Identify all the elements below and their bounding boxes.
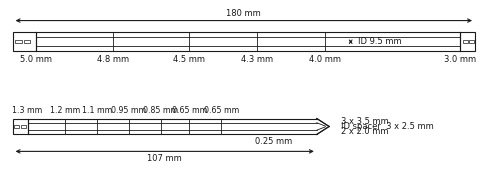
Text: 4.3 mm: 4.3 mm [240, 55, 273, 64]
Bar [468, 40, 474, 43]
Text: 0.95 mm: 0.95 mm [111, 106, 146, 115]
Polygon shape [317, 118, 329, 134]
Text: 2 x 2.0 mm: 2 x 2.0 mm [342, 127, 389, 136]
Text: 4.8 mm: 4.8 mm [96, 55, 128, 64]
Bar [462, 40, 468, 43]
Text: ID 9.5 mm: ID 9.5 mm [358, 37, 402, 46]
Text: 3 x 3.5 mm: 3 x 3.5 mm [342, 117, 389, 126]
Bar [12, 32, 36, 51]
Text: 5.0 mm: 5.0 mm [20, 55, 52, 64]
Bar [460, 32, 475, 51]
Bar [12, 118, 28, 134]
Text: 0.65 mm: 0.65 mm [204, 106, 239, 115]
Bar [24, 40, 30, 43]
Text: 1.2 mm: 1.2 mm [50, 106, 80, 115]
Text: 4.5 mm: 4.5 mm [173, 55, 205, 64]
Bar [15, 40, 22, 43]
Text: 0.85 mm: 0.85 mm [143, 106, 178, 115]
Text: 0.25 mm: 0.25 mm [254, 138, 292, 146]
Text: 1.3 mm: 1.3 mm [12, 106, 42, 115]
Bar [20, 125, 25, 128]
Text: 0.65 mm: 0.65 mm [172, 106, 207, 115]
Text: ID spacer  3 x 2.5 mm: ID spacer 3 x 2.5 mm [342, 122, 434, 131]
Text: 4.0 mm: 4.0 mm [308, 55, 340, 64]
Text: 1.1 mm: 1.1 mm [82, 106, 112, 115]
Text: 107 mm: 107 mm [148, 154, 182, 163]
Bar [14, 125, 19, 128]
Text: 3.0 mm: 3.0 mm [444, 55, 476, 64]
Text: 180 mm: 180 mm [226, 9, 261, 18]
